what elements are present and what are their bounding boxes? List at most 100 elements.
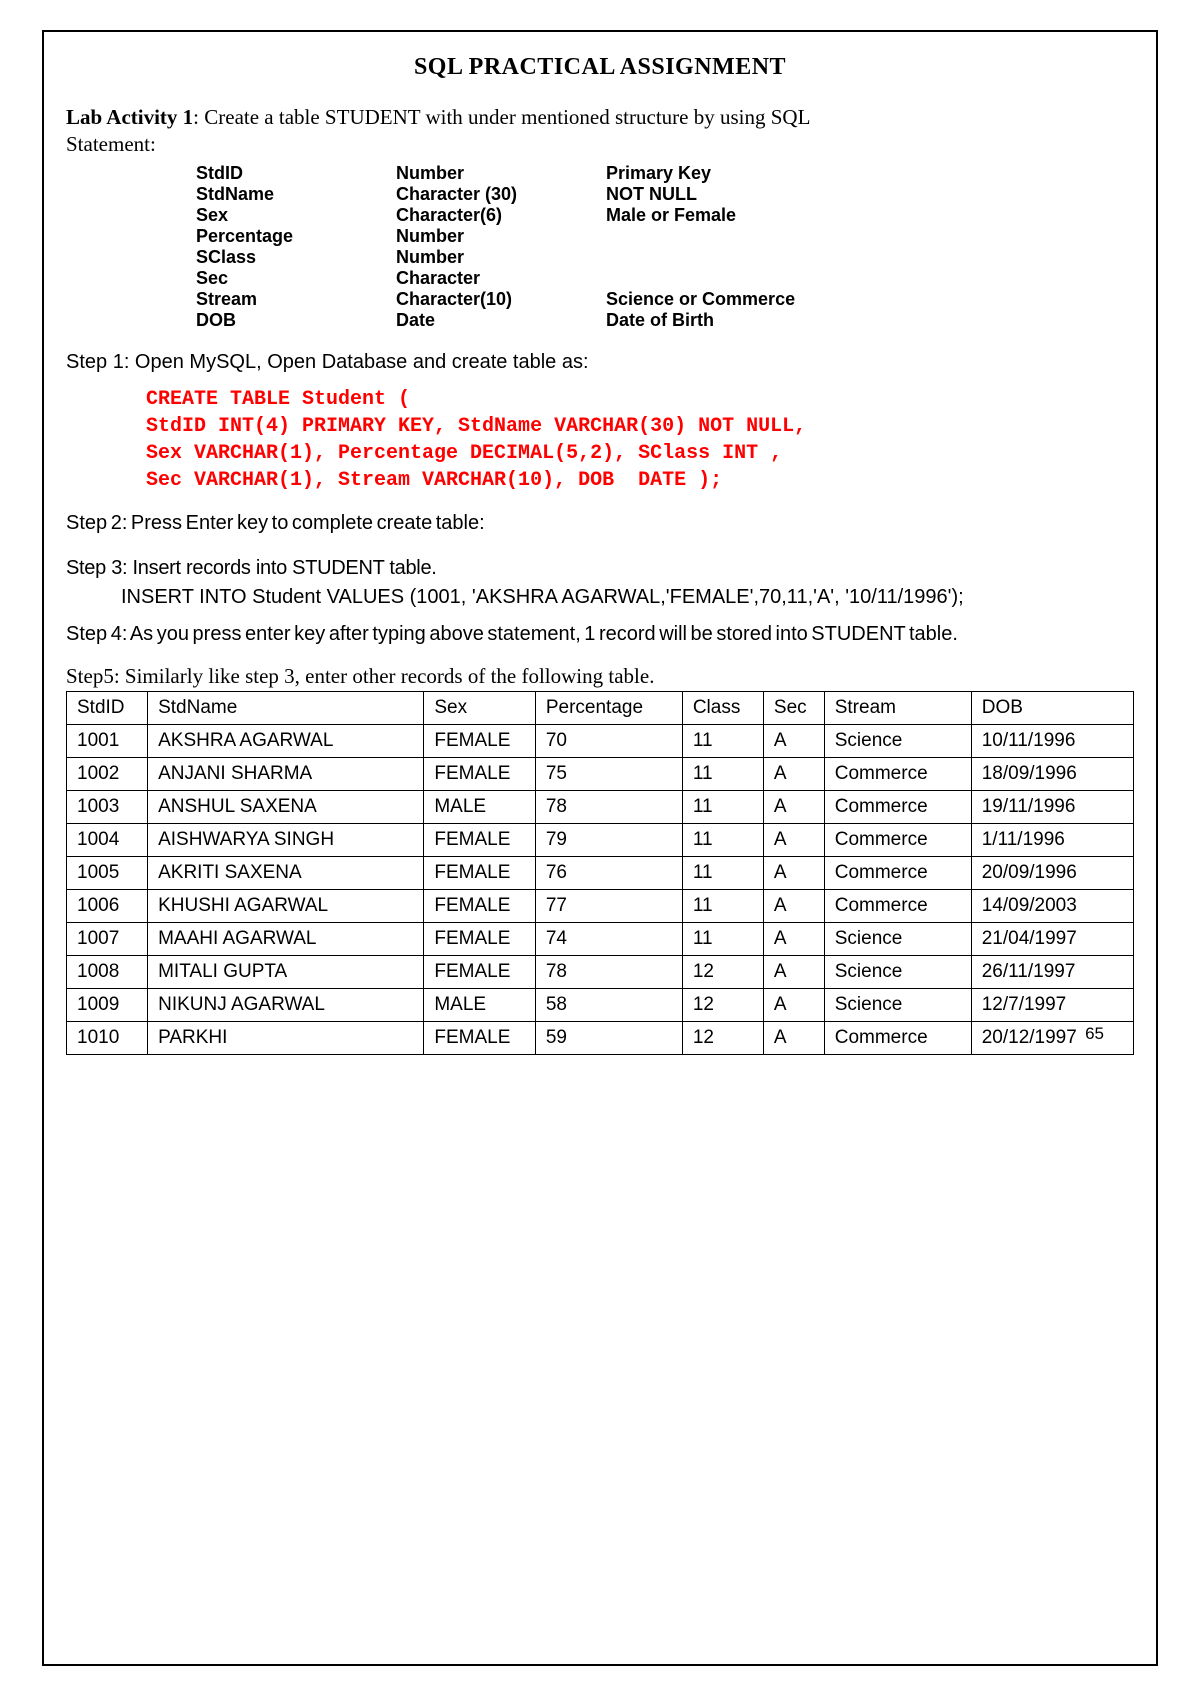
struct-row: StdIDNumberPrimary Key [196,163,1134,184]
table-cell: Science [824,956,971,989]
struct-constraint: Male or Female [606,205,736,226]
table-cell: A [763,923,824,956]
table-cell: AKRITI SAXENA [148,857,424,890]
struct-type: Character(6) [396,205,606,226]
table-row: 1008MITALI GUPTAFEMALE7812AScience26/11/… [67,956,1134,989]
lab-activity-line2: Statement: [66,132,1134,157]
table-cell: 59 [535,1022,682,1055]
struct-row: StreamCharacter(10)Science or Commerce [196,289,1134,310]
table-cell: 1006 [67,890,148,923]
table-cell: FEMALE [424,1022,536,1055]
table-cell: FEMALE [424,824,536,857]
table-cell: 12/7/1997 [971,989,1133,1022]
column-header: Sex [424,692,536,725]
table-cell: 10/11/1996 [971,725,1133,758]
table-structure-definition: StdIDNumberPrimary KeyStdNameCharacter (… [196,163,1134,331]
table-cell: 11 [682,923,763,956]
struct-type: Character(10) [396,289,606,310]
table-cell: 76 [535,857,682,890]
table-cell: 14/09/2003 [971,890,1133,923]
step-2: Step 2: Press Enter key to complete crea… [66,512,1134,535]
table-cell: 20/09/1996 [971,857,1133,890]
table-cell: Commerce [824,758,971,791]
struct-field: SClass [196,247,396,268]
struct-field: DOB [196,310,396,331]
table-row: 1005AKRITI SAXENAFEMALE7611ACommerce20/0… [67,857,1134,890]
table-header-row: StdIDStdNameSexPercentageClassSecStreamD… [67,692,1134,725]
table-cell: MALE [424,791,536,824]
table-cell: A [763,791,824,824]
table-cell: A [763,725,824,758]
table-cell: 1008 [67,956,148,989]
struct-field: Percentage [196,226,396,247]
step-1: Step 1: Open MySQL, Open Database and cr… [66,351,1134,374]
table-cell: 1005 [67,857,148,890]
table-cell: 11 [682,791,763,824]
struct-field: StdID [196,163,396,184]
struct-row: SClassNumber [196,247,1134,268]
table-cell: 75 [535,758,682,791]
table-row: 1002ANJANI SHARMAFEMALE7511ACommerce18/0… [67,758,1134,791]
table-cell: 74 [535,923,682,956]
struct-type: Number [396,163,606,184]
table-cell: 77 [535,890,682,923]
table-cell: FEMALE [424,758,536,791]
table-cell: 12 [682,1022,763,1055]
table-cell: FEMALE [424,956,536,989]
struct-field: Sec [196,268,396,289]
column-header: Percentage [535,692,682,725]
table-row: 1010PARKHIFEMALE5912ACommerce20/12/1997 [67,1022,1134,1055]
table-cell: 1004 [67,824,148,857]
table-cell: PARKHI [148,1022,424,1055]
table-cell: 79 [535,824,682,857]
struct-row: DOBDateDate of Birth [196,310,1134,331]
struct-field: StdName [196,184,396,205]
column-header: Sec [763,692,824,725]
table-cell: ANJANI SHARMA [148,758,424,791]
table-row: 1004AISHWARYA SINGHFEMALE7911ACommerce1/… [67,824,1134,857]
lab-activity-line1: Lab Activity 1: Create a table STUDENT w… [66,105,1134,130]
table-cell: Science [824,923,971,956]
table-cell: FEMALE [424,725,536,758]
table-cell: 11 [682,890,763,923]
step-3: Step 3: Insert records into STUDENT tabl… [66,557,1134,580]
table-cell: 21/04/1997 [971,923,1133,956]
table-cell: Commerce [824,791,971,824]
table-cell: 1002 [67,758,148,791]
table-cell: A [763,824,824,857]
table-cell: 1009 [67,989,148,1022]
struct-type: Character (30) [396,184,606,205]
struct-constraint: NOT NULL [606,184,697,205]
struct-type: Number [396,247,606,268]
lab-label: Lab Activity 1 [66,105,193,129]
column-header: Stream [824,692,971,725]
struct-field: Sex [196,205,396,226]
table-cell: 19/11/1996 [971,791,1133,824]
table-body: 1001AKSHRA AGARWALFEMALE7011AScience10/1… [67,725,1134,1055]
table-row: 1006KHUSHI AGARWALFEMALE7711ACommerce14/… [67,890,1134,923]
student-data-table: StdIDStdNameSexPercentageClassSecStreamD… [66,691,1134,1055]
struct-type: Date [396,310,606,331]
table-cell: 12 [682,989,763,1022]
table-cell: Commerce [824,1022,971,1055]
table-cell: Commerce [824,890,971,923]
table-cell: NIKUNJ AGARWAL [148,989,424,1022]
table-row: 1001AKSHRA AGARWALFEMALE7011AScience10/1… [67,725,1134,758]
step-4: Step 4: As you press enter key after typ… [66,623,1134,646]
table-cell: 1007 [67,923,148,956]
insert-statement: INSERT INTO Student VALUES (1001, 'AKSHR… [121,586,1134,609]
table-cell: 1003 [67,791,148,824]
table-cell: MITALI GUPTA [148,956,424,989]
table-cell: 1001 [67,725,148,758]
step-5: Step5: Similarly like step 3, enter othe… [66,664,1134,689]
table-cell: 1010 [67,1022,148,1055]
page-title: SQL PRACTICAL ASSIGNMENT [66,54,1134,81]
column-header: StdID [67,692,148,725]
table-row: 1007MAAHI AGARWALFEMALE7411AScience21/04… [67,923,1134,956]
table-cell: Science [824,989,971,1022]
table-cell: MALE [424,989,536,1022]
table-cell: FEMALE [424,890,536,923]
table-cell: 11 [682,758,763,791]
table-cell: A [763,1022,824,1055]
table-cell: AKSHRA AGARWAL [148,725,424,758]
